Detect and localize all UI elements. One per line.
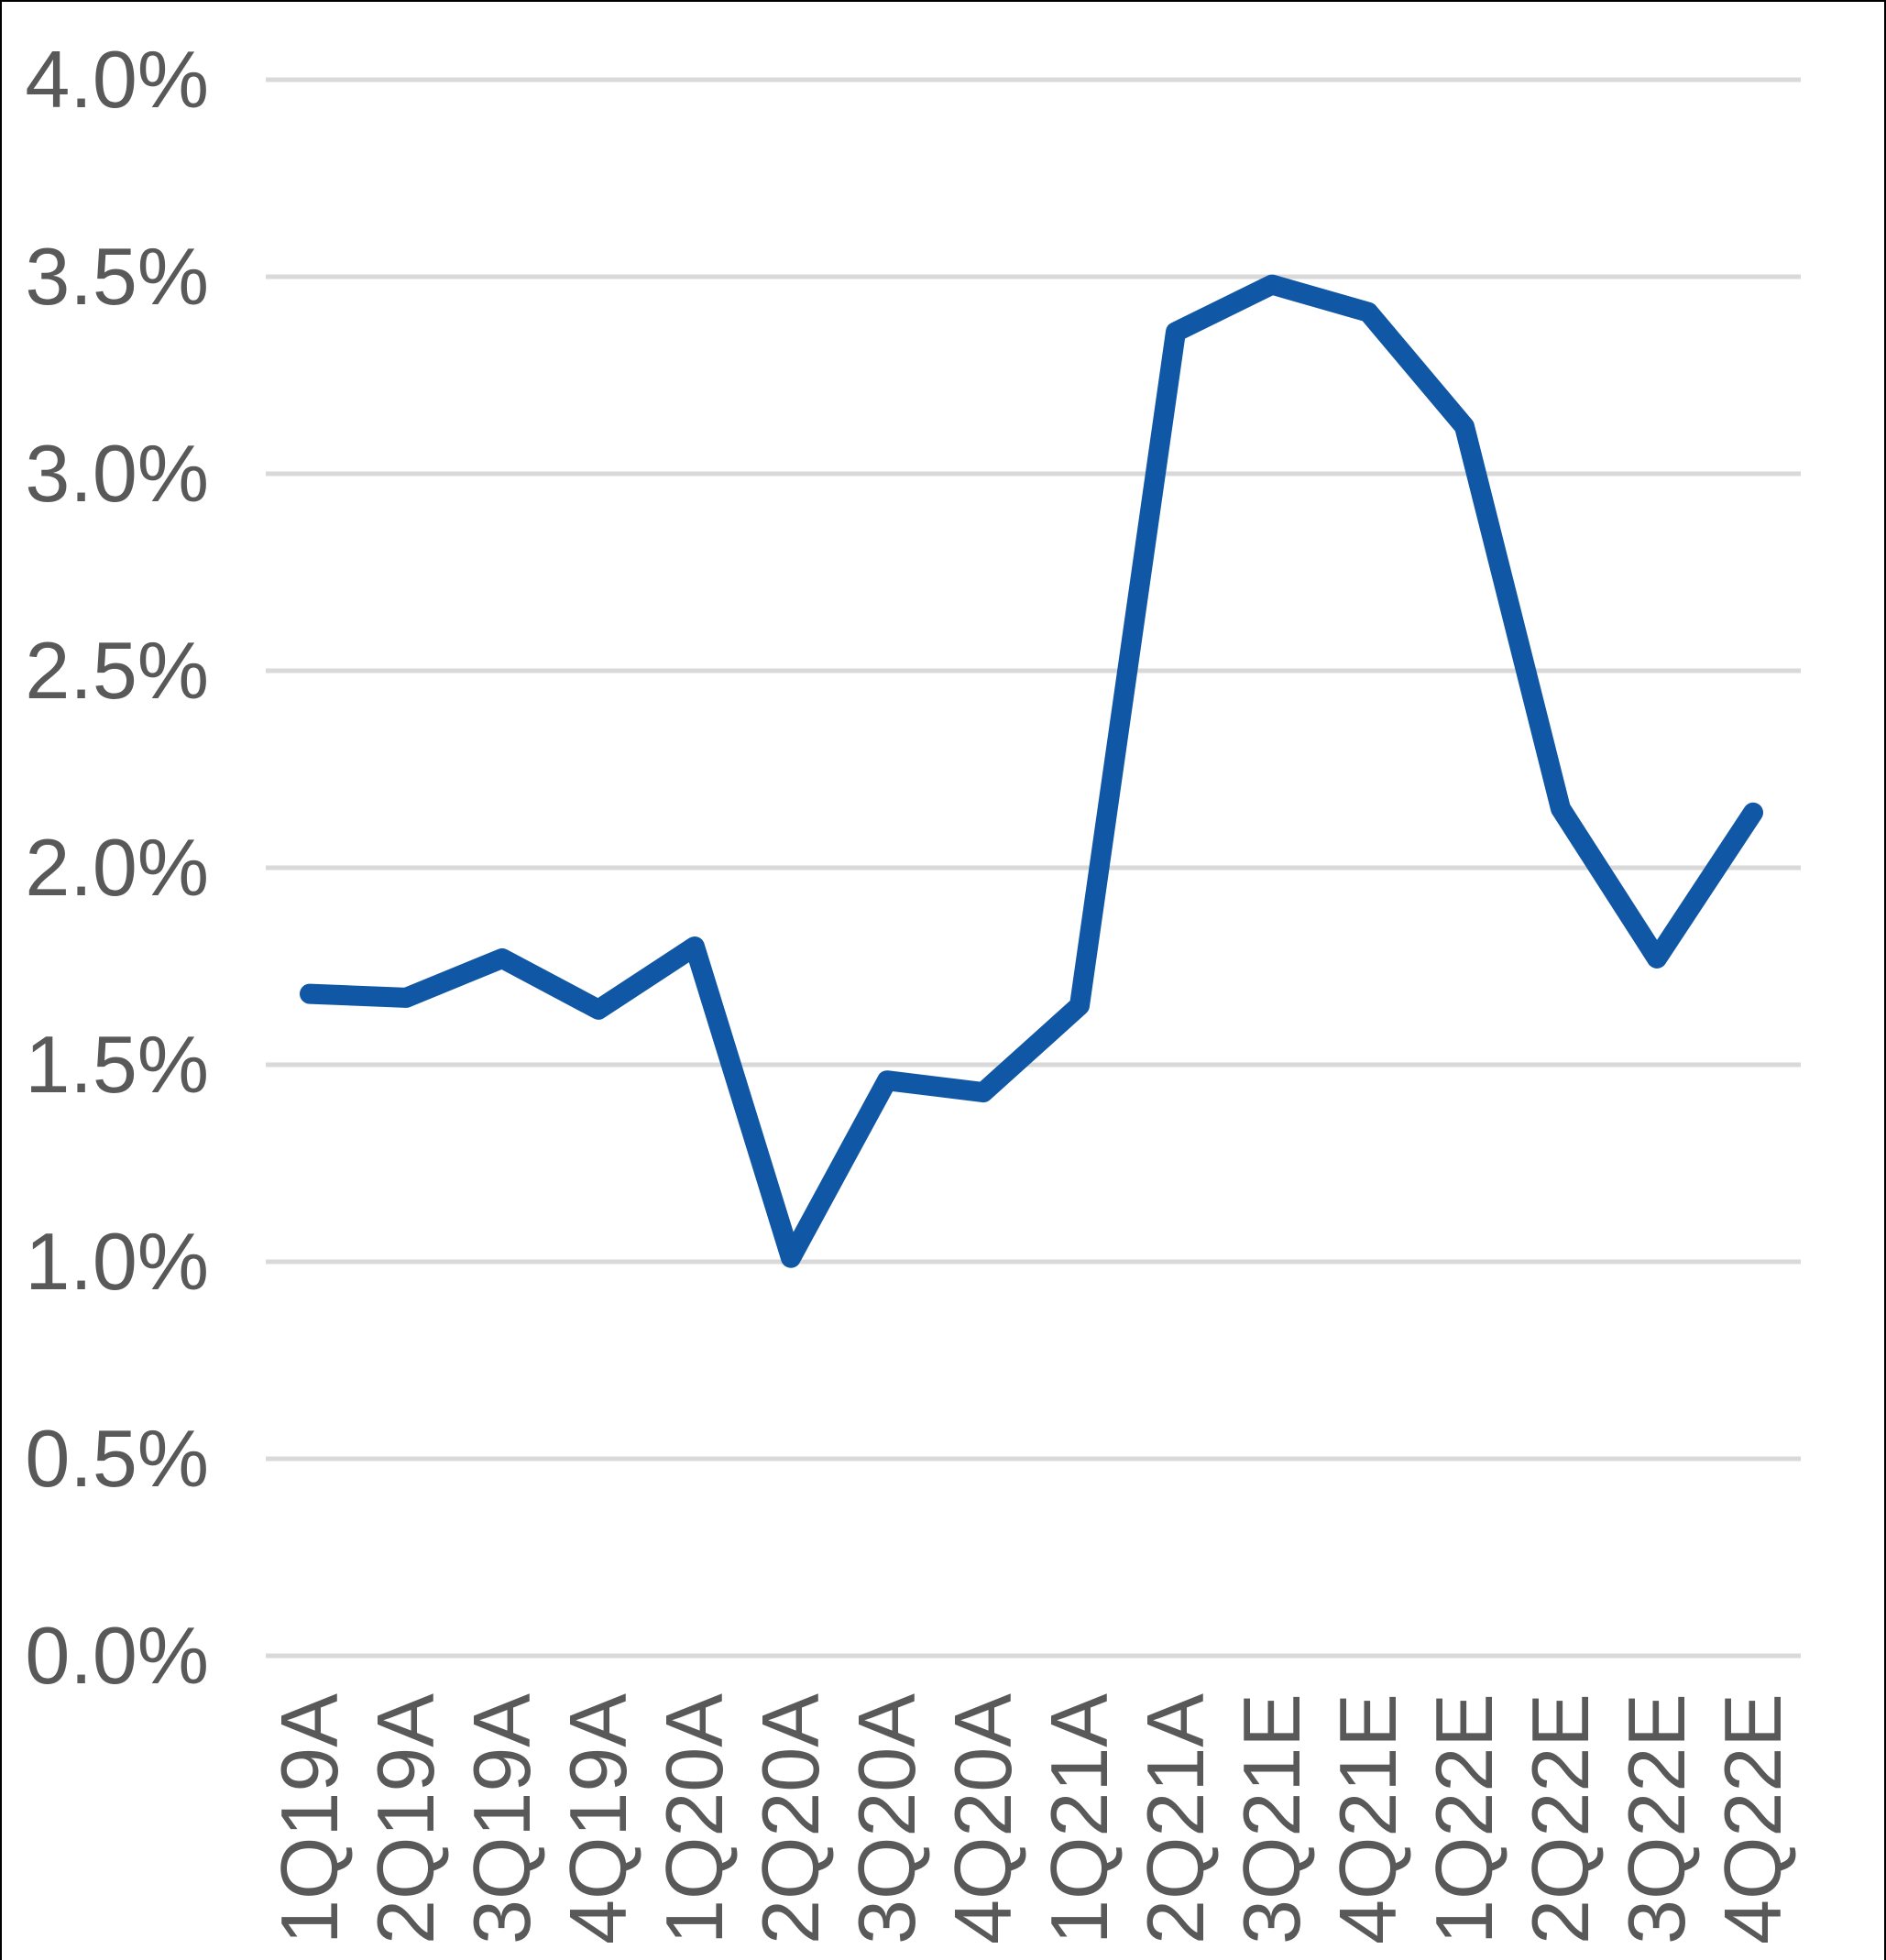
y-axis-tick-label: 1.0%: [25, 1216, 209, 1307]
x-axis-category-label: 3Q22E: [1611, 1693, 1702, 1944]
x-axis-category-label: 4Q19A: [553, 1693, 643, 1944]
y-axis-tick-label: 0.0%: [25, 1610, 209, 1701]
x-axis-category-label: 2Q19A: [360, 1693, 451, 1944]
y-axis-tick-label: 3.5%: [25, 231, 209, 322]
x-axis-category-label: 3Q19A: [456, 1693, 547, 1944]
x-axis-category-label: 2Q22E: [1515, 1693, 1606, 1944]
x-axis-category-label: 4Q22E: [1707, 1693, 1798, 1944]
y-axis-tick-label: 2.0%: [25, 822, 209, 913]
x-axis-category-label: 1Q22E: [1419, 1693, 1509, 1944]
gridlines-group: [266, 77, 1801, 1659]
x-axis-category-label: 4Q20A: [938, 1693, 1028, 1944]
y-axis-tick-label: 4.0%: [25, 34, 209, 125]
y-axis-tick-label: 3.0%: [25, 428, 209, 519]
x-axis-category-label: 1Q19A: [264, 1693, 355, 1944]
y-axis-tick-label: 0.5%: [25, 1413, 209, 1504]
x-axis-category-label: 3Q21E: [1226, 1693, 1317, 1944]
y-axis-tick-label: 2.5%: [25, 625, 209, 716]
x-axis-category-label: 1Q21A: [1034, 1693, 1124, 1944]
y-axis-tick-label: 1.5%: [25, 1019, 209, 1110]
x-axis-category-label: 2Q20A: [745, 1693, 836, 1944]
data-series-line: [300, 274, 1763, 1268]
x-axis-category-label: 2Q21A: [1130, 1693, 1221, 1944]
x-axis-category-label: 3Q20A: [841, 1693, 932, 1944]
x-axis-category-label: 4Q21E: [1322, 1693, 1413, 1944]
x-axis-category-label: 1Q20A: [649, 1693, 740, 1944]
